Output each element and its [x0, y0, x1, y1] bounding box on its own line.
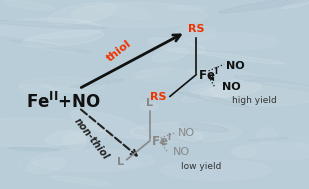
Ellipse shape	[210, 83, 239, 97]
Text: non-thiol: non-thiol	[72, 116, 110, 162]
Ellipse shape	[136, 66, 172, 78]
Text: high yield: high yield	[232, 96, 277, 105]
Ellipse shape	[45, 130, 87, 145]
Ellipse shape	[31, 149, 154, 172]
Ellipse shape	[71, 3, 207, 28]
Ellipse shape	[23, 39, 78, 54]
Ellipse shape	[201, 83, 309, 106]
Text: Fe$\mathbf{^{I}}$: Fe$\mathbf{^{I}}$	[198, 66, 218, 83]
Ellipse shape	[256, 128, 277, 143]
Ellipse shape	[218, 0, 309, 13]
Text: NO: NO	[173, 147, 190, 157]
Text: NO: NO	[222, 82, 241, 92]
Ellipse shape	[41, 85, 97, 96]
Ellipse shape	[133, 69, 207, 82]
Ellipse shape	[0, 18, 102, 39]
Ellipse shape	[197, 52, 286, 64]
Ellipse shape	[48, 3, 116, 25]
Ellipse shape	[70, 110, 150, 139]
Ellipse shape	[27, 157, 65, 174]
Text: low yield: low yield	[181, 162, 221, 171]
Ellipse shape	[8, 147, 61, 151]
Ellipse shape	[185, 33, 278, 50]
Text: RS: RS	[188, 24, 205, 34]
Text: Fe$\mathbf{^{I}}$: Fe$\mathbf{^{I}}$	[151, 132, 172, 149]
Ellipse shape	[179, 92, 247, 107]
Ellipse shape	[130, 122, 241, 143]
Text: NO: NO	[178, 128, 195, 138]
Ellipse shape	[152, 48, 188, 62]
Text: L: L	[146, 98, 153, 108]
Ellipse shape	[161, 160, 272, 180]
Ellipse shape	[0, 118, 108, 146]
Ellipse shape	[180, 122, 228, 132]
Ellipse shape	[3, 0, 55, 10]
Ellipse shape	[19, 77, 105, 93]
Text: L: L	[116, 157, 124, 167]
Ellipse shape	[178, 132, 203, 141]
Ellipse shape	[51, 176, 110, 186]
Ellipse shape	[188, 69, 256, 80]
Ellipse shape	[282, 0, 309, 9]
Text: NO: NO	[226, 61, 244, 71]
Ellipse shape	[64, 133, 87, 149]
Ellipse shape	[232, 143, 309, 160]
Ellipse shape	[169, 5, 208, 10]
Ellipse shape	[176, 26, 218, 41]
Ellipse shape	[191, 80, 261, 97]
Ellipse shape	[140, 102, 157, 111]
Ellipse shape	[0, 21, 105, 29]
Ellipse shape	[23, 30, 104, 47]
Text: $\mathbf{Fe^{II}}$$\mathbf{ + NO}$: $\mathbf{Fe^{II}}$$\mathbf{ + NO}$	[26, 92, 101, 112]
Ellipse shape	[181, 82, 238, 102]
Text: RS: RS	[150, 92, 167, 102]
Ellipse shape	[118, 161, 141, 168]
Ellipse shape	[149, 38, 205, 53]
Text: thiol: thiol	[105, 38, 133, 64]
